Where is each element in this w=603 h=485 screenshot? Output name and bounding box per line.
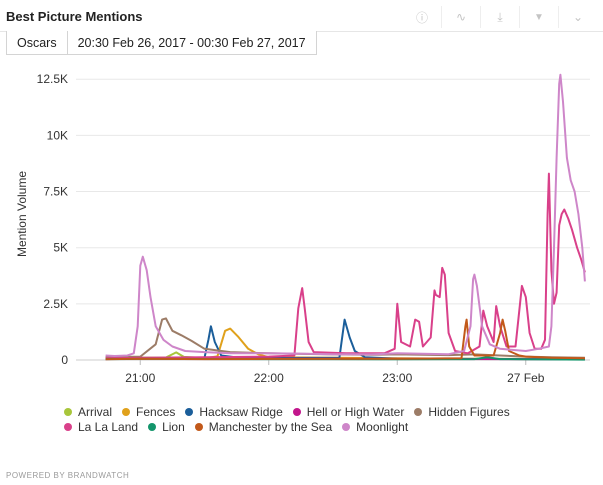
chart-title: Best Picture Mentions [6, 9, 143, 24]
trend-icon[interactable]: ∿ [441, 6, 480, 28]
legend-label: Manchester by the Sea [208, 419, 333, 434]
line-chart: 0 2.5K 5K 7.5K 10K 12.5K 21:00 22:00 23:00 27 Feb… [15, 72, 590, 385]
y-tick-label: 7.5K [43, 185, 68, 199]
footer-credit: POWERED BY BRANDWATCH [6, 471, 130, 480]
series-line-la-la-land [105, 172, 586, 360]
legend-swatch [342, 422, 351, 431]
legend-item-manchester-by-the-sea[interactable]: Manchester by the Sea [194, 419, 333, 434]
legend-label: Fences [136, 404, 176, 419]
legend-item-hell-or-high-water[interactable]: Hell or High Water [292, 404, 405, 419]
legend-swatch [292, 407, 301, 416]
legend-label: Hidden Figures [428, 404, 510, 419]
series-line-manchester-by-the-sea [105, 318, 585, 361]
legend-swatch [148, 422, 157, 431]
legend-label: La La Land [78, 419, 139, 434]
x-tick-label: 23:00 [382, 371, 412, 385]
legend-label: Arrival [78, 404, 113, 419]
widget-header: Best Picture Mentions ⓘ ∿ ⤓ ▼ ⌄ [0, 0, 603, 32]
y-tick-label: 10K [47, 128, 68, 142]
download-icon[interactable]: ⤓ [480, 6, 519, 28]
legend-swatch [194, 422, 203, 431]
chevron-down-icon[interactable]: ⌄ [558, 6, 597, 28]
x-tick-label: 27 Feb [507, 371, 545, 385]
y-tick-label: 0 [61, 353, 68, 367]
legend-swatch [64, 422, 72, 431]
y-tick-label: 5K [53, 241, 68, 255]
date-range-tab[interactable]: 20:30 Feb 26, 2017 - 00:30 Feb 27, 2017 [67, 31, 317, 55]
legend-item-hacksaw-ridge[interactable]: Hacksaw Ridge [185, 404, 283, 419]
chart-legend: Arrival Fences Hacksaw Ridge Hell or High W… [64, 404, 594, 434]
x-tick-label: 22:00 [254, 371, 284, 385]
legend-item-hidden-figures[interactable]: Hidden Figures [414, 404, 510, 419]
legend-swatch [414, 407, 423, 416]
info-icon[interactable]: ⓘ [415, 10, 428, 25]
series-line-moonlight [105, 73, 586, 357]
query-tabs: Oscars 20:30 Feb 26, 2017 - 00:30 Feb 27… [6, 31, 317, 55]
y-tick-label: 2.5K [43, 297, 68, 311]
toolbar: ⓘ ∿ ⤓ ▼ ⌄ [403, 6, 597, 28]
legend-label: Moonlight [356, 419, 409, 434]
y-tick-label: 12.5K [37, 72, 68, 86]
x-tick-label: 21:00 [125, 371, 155, 385]
legend-item-moonlight[interactable]: Moonlight [342, 419, 408, 434]
y-axis-label: Mention Volume [15, 171, 29, 257]
legend-item-la-la-land[interactable]: La La Land [64, 419, 138, 434]
legend-label: Hacksaw Ridge [199, 404, 283, 419]
legend-swatch [122, 407, 131, 416]
legend-item-fences[interactable]: Fences [122, 404, 175, 419]
legend-label: Lion [162, 419, 185, 434]
legend-label: Hell or High Water [306, 404, 405, 419]
legend-item-lion[interactable]: Lion [148, 419, 185, 434]
query-tab[interactable]: Oscars [6, 31, 68, 55]
legend-swatch [64, 407, 72, 416]
filter-icon[interactable]: ▼ [519, 6, 558, 28]
legend-item-arrival[interactable]: Arrival [64, 404, 112, 419]
legend-swatch [185, 407, 194, 416]
